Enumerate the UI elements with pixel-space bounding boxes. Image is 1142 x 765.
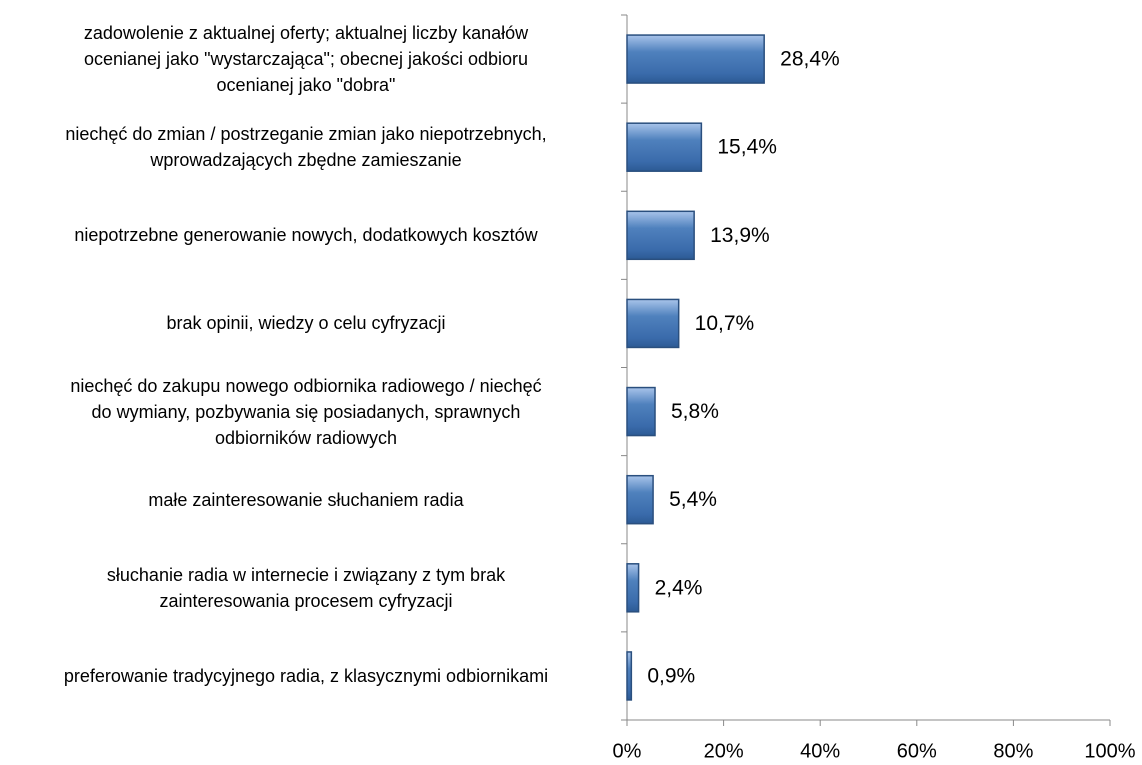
- category-label: małe zainteresowanie słuchaniem radia: [148, 489, 464, 510]
- x-tick-label: 20%: [704, 740, 744, 762]
- x-tick-label: 80%: [993, 740, 1033, 762]
- bar: [626, 298, 680, 349]
- x-tick-label: 40%: [800, 740, 840, 762]
- value-label: 28,4%: [780, 48, 840, 71]
- x-tick-label: 100%: [1084, 740, 1135, 762]
- value-label: 0,9%: [647, 664, 695, 687]
- value-label: 5,8%: [671, 400, 719, 423]
- category-label: niepotrzebne generowanie nowych, dodatko…: [74, 225, 538, 246]
- bar: [626, 386, 656, 437]
- bar: [626, 563, 640, 613]
- category-label: słuchanie radia w internecie i związany …: [106, 564, 506, 611]
- bar: [626, 474, 654, 525]
- category-label: brak opinii, wiedzy o celu cyfryzacji: [166, 313, 446, 334]
- value-label: 15,4%: [717, 136, 777, 159]
- category-label: niechęć do zakupu nowego odbiornika radi…: [70, 375, 542, 448]
- value-label: 13,9%: [710, 224, 770, 247]
- category-label: zadowolenie z aktualnej oferty; aktualne…: [83, 23, 529, 96]
- bar: [626, 651, 633, 701]
- bar: [626, 122, 703, 172]
- x-tick-label: 0%: [613, 740, 642, 762]
- bar: [626, 34, 765, 84]
- bar: [626, 210, 695, 261]
- value-label: 10,7%: [695, 312, 755, 335]
- category-label: niechęć do zmian / postrzeganie zmian ja…: [65, 124, 547, 171]
- x-tick-label: 60%: [897, 740, 937, 762]
- category-label: preferowanie tradycyjnego radia, z klasy…: [63, 665, 549, 686]
- value-label: 2,4%: [655, 576, 703, 599]
- value-label: 5,4%: [669, 488, 717, 511]
